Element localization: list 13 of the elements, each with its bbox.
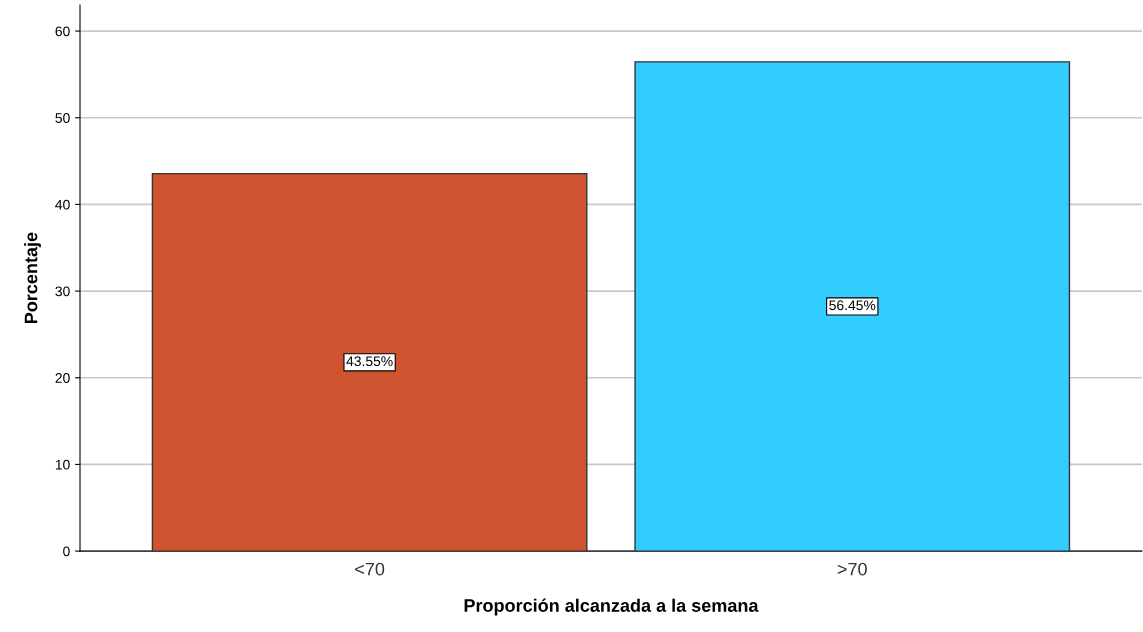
x-axis-title: Proporción alcanzada a la semana — [464, 598, 759, 616]
x-tick-label: >70 — [837, 562, 867, 576]
data-label: 56.45% — [829, 300, 876, 311]
y-axis-title: Porcentaje — [24, 232, 41, 324]
y-tick-label: 60 — [55, 26, 70, 37]
x-tick-label: <70 — [355, 562, 385, 576]
data-label: 43.55% — [346, 356, 393, 367]
y-tick-label: 30 — [55, 286, 70, 297]
y-tick-label: 10 — [55, 459, 70, 470]
y-tick-label: 40 — [55, 199, 70, 210]
y-tick-label: 20 — [55, 373, 70, 383]
y-tick-label: 50 — [55, 113, 70, 123]
y-tick-label: 0 — [63, 546, 70, 557]
